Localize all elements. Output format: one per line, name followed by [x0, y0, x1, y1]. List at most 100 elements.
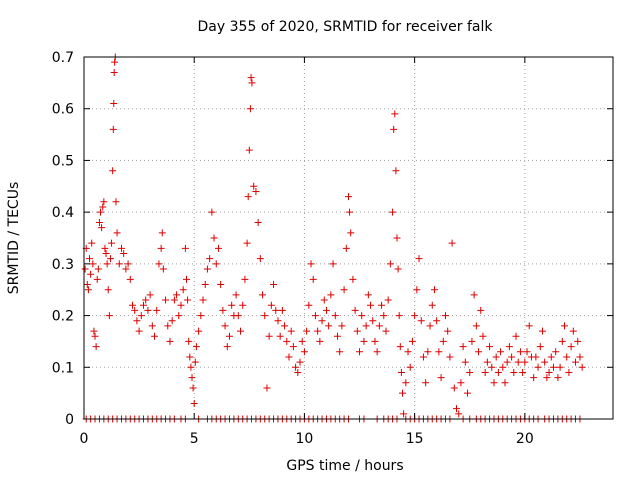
data-point — [185, 337, 193, 345]
data-point — [195, 327, 203, 335]
data-point — [386, 260, 394, 268]
data-point — [225, 332, 233, 340]
data-point — [201, 281, 209, 289]
data-point — [294, 368, 302, 376]
data-point — [455, 410, 463, 418]
data-point — [103, 260, 111, 268]
y-tick-label: 0.4 — [52, 205, 74, 221]
data-point — [110, 100, 118, 108]
data-point — [135, 327, 143, 335]
plot-frame — [83, 56, 614, 420]
data-point — [274, 317, 282, 325]
data-point — [567, 343, 575, 351]
data-point — [182, 275, 190, 283]
data-point — [413, 286, 421, 294]
data-point — [140, 301, 148, 309]
data-point — [391, 110, 399, 118]
data-point — [439, 337, 447, 345]
data-point — [243, 239, 251, 247]
data-point — [214, 244, 222, 252]
data-point — [395, 312, 403, 320]
data-point — [375, 322, 383, 330]
data-point — [347, 229, 355, 237]
data-point — [552, 348, 560, 356]
data-point — [400, 410, 408, 418]
data-point — [170, 296, 178, 304]
data-point — [532, 353, 540, 361]
data-point — [83, 281, 91, 289]
data-point — [115, 260, 123, 268]
data-point — [261, 312, 269, 320]
grid — [84, 57, 613, 419]
data-point — [113, 229, 121, 237]
data-point — [208, 208, 216, 216]
x-tick-label: 15 — [406, 431, 424, 447]
y-tick-label: 0.6 — [52, 102, 74, 118]
data-point — [444, 327, 452, 335]
data-point — [561, 322, 569, 330]
data-point — [245, 146, 253, 154]
data-point — [246, 105, 254, 113]
data-point — [578, 363, 586, 371]
data-point — [565, 368, 573, 376]
data-point — [109, 167, 117, 175]
data-point — [109, 125, 117, 133]
data-point — [554, 374, 562, 382]
data-point — [390, 125, 398, 133]
data-point — [380, 312, 388, 320]
data-point — [90, 327, 98, 335]
data-point — [408, 337, 416, 345]
data-point — [320, 296, 328, 304]
y-axis-label: SRMTID / TECUs — [6, 182, 22, 295]
x-tick-label: 20 — [516, 431, 534, 447]
data-point — [472, 322, 480, 330]
data-point — [426, 322, 434, 330]
data-point — [396, 343, 404, 351]
data-point — [479, 332, 487, 340]
data-point — [505, 343, 513, 351]
data-point — [464, 389, 472, 397]
data-point — [98, 224, 106, 232]
data-point — [155, 260, 163, 268]
data-point — [435, 348, 443, 356]
data-point — [349, 275, 357, 283]
data-point — [175, 312, 183, 320]
data-point — [360, 337, 368, 345]
data-point — [158, 229, 166, 237]
data-point — [437, 374, 445, 382]
data-point — [543, 374, 551, 382]
data-point — [459, 343, 467, 351]
data-point — [521, 358, 529, 366]
data-point — [192, 343, 200, 351]
data-point — [102, 250, 110, 258]
y-tick-label: 0 — [65, 412, 74, 428]
data-point — [364, 291, 372, 299]
data-point — [97, 208, 105, 216]
data-point — [536, 343, 544, 351]
data-point — [270, 281, 278, 289]
data-point — [186, 353, 194, 361]
data-point — [108, 239, 116, 247]
data-point — [494, 368, 502, 376]
data-point — [353, 327, 361, 335]
data-point — [112, 198, 120, 206]
data-point — [88, 239, 96, 247]
data-point — [362, 322, 370, 330]
data-point — [448, 239, 456, 247]
data-point — [95, 218, 103, 226]
data-point — [488, 363, 496, 371]
data-point — [356, 348, 364, 356]
data-point — [569, 327, 577, 335]
data-point — [516, 348, 524, 356]
data-point — [191, 358, 199, 366]
data-point — [187, 363, 195, 371]
y-tick-label: 0.7 — [52, 50, 74, 66]
data-point — [303, 327, 311, 335]
data-point — [166, 337, 174, 345]
data-point — [181, 244, 189, 252]
data-point — [327, 291, 335, 299]
data-point — [131, 306, 139, 314]
data-point — [292, 363, 300, 371]
data-point — [378, 301, 386, 309]
data-point — [340, 286, 348, 294]
